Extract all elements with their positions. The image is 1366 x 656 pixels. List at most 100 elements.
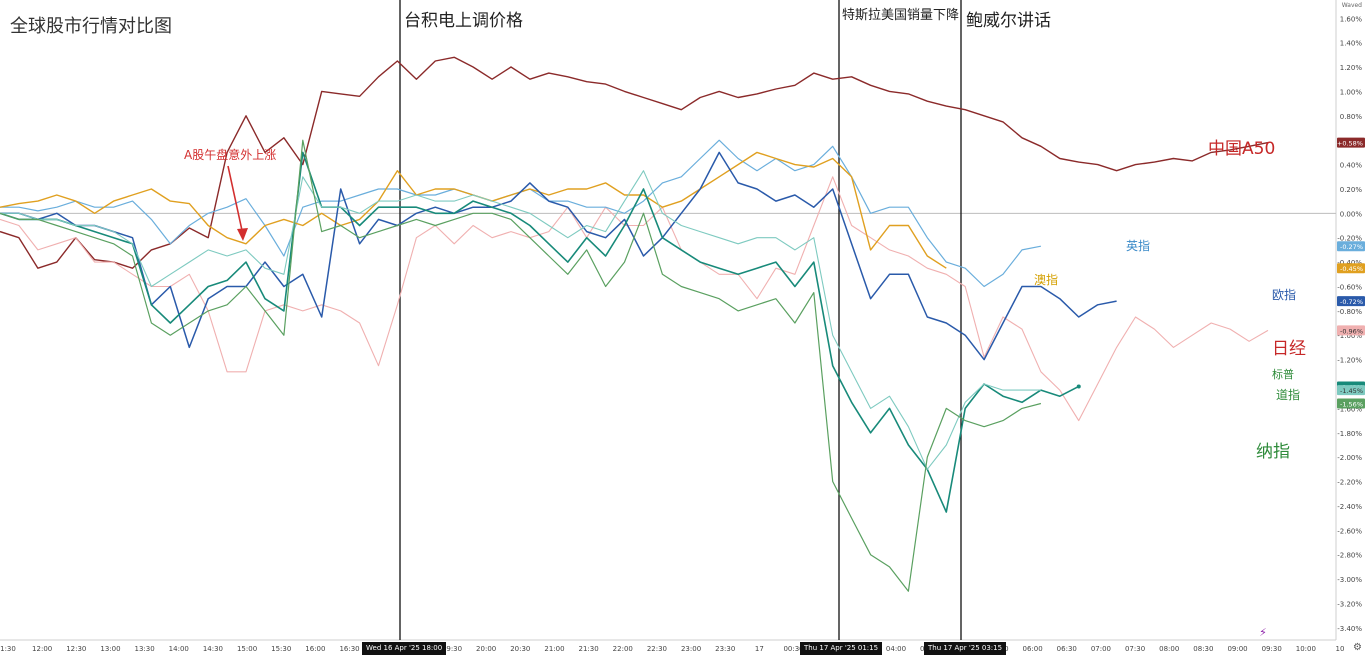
series-label-nikkei: 日经 — [1272, 339, 1306, 359]
y-tick-label: 0.40% — [1340, 162, 1363, 170]
x-tick-label: 00:30 — [783, 645, 803, 653]
x-tick-label: 13:30 — [135, 645, 155, 653]
end-badge-nikkei — [1337, 325, 1365, 336]
y-tick-label: -2.40% — [1337, 503, 1362, 511]
x-tick-label: 14:00 — [169, 645, 189, 653]
series-label-stoxx: 欧指 — [1272, 288, 1297, 302]
date-badge-2: Thu 17 Apr '25 01:15 — [800, 642, 883, 655]
y-tick-label: -3.00% — [1337, 576, 1362, 584]
x-tick-label: 15:00 — [237, 645, 257, 653]
series-label-sp500: 标普 — [1272, 368, 1294, 381]
y-tick-label: -0.80% — [1337, 308, 1362, 316]
end-badge-text-stoxx: -0.72% — [1340, 298, 1363, 306]
series-label-nasdaq: 纳指 — [1256, 442, 1290, 462]
series-line-a50 — [0, 56, 1269, 269]
x-tick-label: 22:30 — [647, 645, 667, 653]
series-label-dow: 道指 — [1276, 388, 1301, 402]
x-tick-label: 08:30 — [1193, 645, 1213, 653]
x-tick-label: 20:00 — [476, 645, 496, 653]
x-tick-label: 14:30 — [203, 645, 223, 653]
lightning-icon[interactable]: ⚡ — [1259, 626, 1267, 639]
event-label-tesla: 特斯拉美国销量下降 — [842, 8, 960, 23]
series-label-ftse: 英指 — [1126, 239, 1151, 253]
event-label-powell: 鲍威尔讲话 — [966, 11, 1051, 31]
end-badge-text-asx: -0.45% — [1340, 265, 1363, 273]
x-tick-label: 21:30 — [579, 645, 599, 653]
end-badge-text-a50: +0.58% — [1337, 140, 1363, 148]
y-tick-label: 1.00% — [1340, 88, 1363, 96]
y-tick-label: -3.20% — [1337, 600, 1362, 608]
series-line-sp500 — [0, 151, 1080, 513]
y-tick-label: -1.00% — [1337, 332, 1362, 340]
y-tick-label: -0.20% — [1337, 235, 1362, 243]
x-tick-label: 17 — [755, 645, 764, 653]
x-tick-label: 07:00 — [1091, 645, 1111, 653]
y-tick-label: 0.20% — [1340, 186, 1363, 194]
settings-icon[interactable]: ⚙ — [1353, 642, 1362, 653]
y-tick-label: -0.60% — [1337, 283, 1362, 291]
x-tick-label: 22:00 — [613, 645, 633, 653]
series-end-dot — [1076, 384, 1081, 389]
axis-corner-label: Waved — [1341, 2, 1362, 9]
x-tick-label: 19:30 — [442, 645, 462, 653]
y-tick-label: -2.80% — [1337, 552, 1362, 560]
y-tick-label: -1.80% — [1337, 430, 1362, 438]
series-line-dow — [0, 170, 1041, 470]
event-label-tsmc: 台积电上调价格 — [404, 11, 523, 31]
x-tick-label: 13:00 — [100, 645, 120, 653]
series-line-nikkei — [0, 176, 1269, 422]
x-tick-label: 16:00 — [305, 645, 325, 653]
y-tick-label: -0.40% — [1337, 259, 1362, 267]
y-tick-label: 1.40% — [1340, 40, 1363, 48]
x-tick-label: 15:30 — [271, 645, 291, 653]
series-line-nasdaq — [0, 139, 1042, 592]
x-tick-label: 09:30 — [1262, 645, 1282, 653]
annotation-a-share: A股午盘意外上涨 — [184, 148, 277, 162]
annotation-arrow-shaft — [227, 165, 244, 236]
x-tick-label: 1:30 — [0, 645, 16, 653]
y-tick-label: -2.60% — [1337, 527, 1362, 535]
end-badge-dow — [1337, 385, 1365, 396]
x-tick-label: 23:00 — [681, 645, 701, 653]
y-tick-label: 1.60% — [1340, 15, 1363, 23]
x-tick-label: 10 — [1336, 645, 1345, 653]
x-tick-label: 20:30 — [510, 645, 530, 653]
y-tick-label: -2.20% — [1337, 479, 1362, 487]
series-label-asx: 澳指 — [1034, 273, 1059, 287]
y-tick-label: -1.20% — [1337, 357, 1362, 365]
series-label-a50: 中国A50 — [1208, 139, 1276, 159]
y-tick-label: 1.20% — [1340, 64, 1363, 72]
chart-title: 全球股市行情对比图 — [10, 16, 172, 37]
end-badge-nasdaq — [1337, 398, 1365, 409]
x-tick-label: 16:30 — [339, 645, 359, 653]
x-tick-label: 09:00 — [1227, 645, 1247, 653]
end-badge-ftse — [1337, 241, 1365, 252]
y-tick-label: 0.00% — [1340, 210, 1363, 218]
x-tick-label: 10:00 — [1296, 645, 1316, 653]
end-badge-text-nasdaq: -1.56% — [1340, 401, 1363, 409]
end-badge-text-dow: -1.45% — [1340, 387, 1363, 395]
x-tick-label: 06:30 — [1057, 645, 1077, 653]
x-tick-label: 12:30 — [66, 645, 86, 653]
x-tick-label: 08:00 — [1159, 645, 1179, 653]
x-tick-label: 23:30 — [715, 645, 735, 653]
end-badge-text-nikkei: -0.96% — [1340, 327, 1363, 335]
end-badge-a50 — [1337, 137, 1365, 148]
y-tick-label: -2.00% — [1337, 454, 1362, 462]
date-badge-3: Thu 17 Apr '25 03:15 — [924, 642, 1007, 655]
end-badge-stoxx — [1337, 296, 1365, 307]
x-tick-label: 12:00 — [32, 645, 52, 653]
end-badge-asx — [1337, 263, 1365, 274]
x-tick-label: 21:00 — [544, 645, 564, 653]
x-tick-label: 04:00 — [886, 645, 906, 653]
annotation-arrow-head — [237, 228, 248, 241]
series-line-stoxx — [0, 151, 1117, 361]
y-tick-label: -1.60% — [1337, 405, 1362, 413]
x-tick-label: 07:30 — [1125, 645, 1145, 653]
end-badge-text-ftse: -0.27% — [1340, 243, 1363, 251]
date-badge-1: Wed 16 Apr '25 18:00 — [362, 642, 447, 655]
y-tick-label: 0.80% — [1340, 113, 1363, 121]
x-tick-label: 06:00 — [1023, 645, 1043, 653]
y-tick-label: -3.40% — [1337, 625, 1362, 633]
